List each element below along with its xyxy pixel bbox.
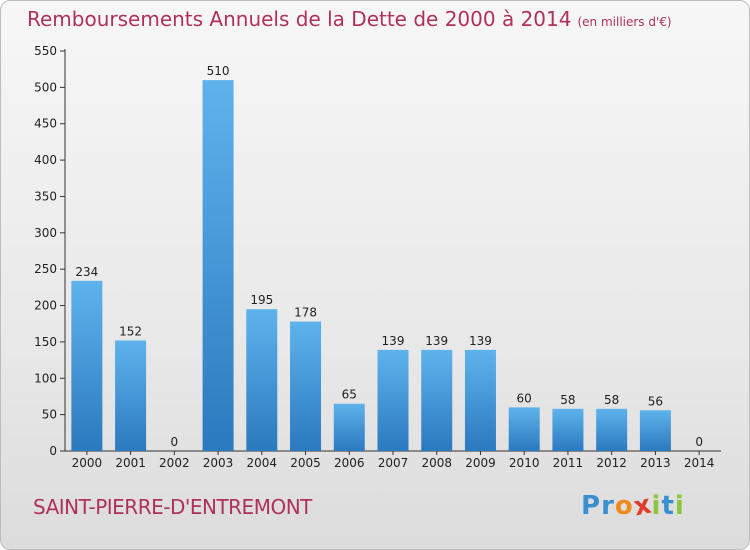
logo-letter: i xyxy=(651,491,662,521)
bar xyxy=(596,408,628,451)
x-tick-label: 2011 xyxy=(553,456,584,470)
bar xyxy=(333,403,365,451)
bar-value-label: 0 xyxy=(695,435,703,449)
y-tick-label: 150 xyxy=(34,335,57,349)
bar xyxy=(508,407,540,451)
bar-value-label: 56 xyxy=(648,394,663,408)
y-tick-label: 450 xyxy=(34,117,57,131)
x-tick-label: 2008 xyxy=(421,456,452,470)
y-tick-label: 200 xyxy=(34,299,57,313)
logo-letter: r xyxy=(601,491,615,521)
logo-letter: o xyxy=(614,491,634,521)
x-tick-label: 2005 xyxy=(290,456,321,470)
x-tick-label: 2007 xyxy=(378,456,409,470)
x-tick-label: 2002 xyxy=(159,456,190,470)
x-tick-label: 2014 xyxy=(684,456,715,470)
x-tick-label: 2012 xyxy=(596,456,627,470)
bar-value-label: 0 xyxy=(171,435,179,449)
chart-title: Remboursements Annuels de la Dette de 20… xyxy=(27,7,672,31)
chart-unit: (en milliers d'€) xyxy=(577,15,672,29)
x-tick-label: 2000 xyxy=(72,456,103,470)
y-tick-label: 0 xyxy=(49,444,57,458)
x-tick-label: 2004 xyxy=(247,456,278,470)
logo-letter: t xyxy=(661,491,675,521)
bar-value-label: 195 xyxy=(250,293,273,307)
y-tick-label: 300 xyxy=(34,226,57,240)
bar-value-label: 58 xyxy=(604,393,619,407)
bar xyxy=(246,309,278,451)
bar-value-label: 152 xyxy=(119,324,142,338)
x-tick-label: 2009 xyxy=(465,456,496,470)
bar xyxy=(377,349,409,451)
logo-letter: i xyxy=(674,491,685,521)
bar xyxy=(464,349,496,451)
bar-value-label: 60 xyxy=(517,391,532,405)
chart-title-text: Remboursements Annuels de la Dette de 20… xyxy=(27,7,572,31)
y-tick-label: 250 xyxy=(34,262,57,276)
bar-value-label: 178 xyxy=(294,306,317,320)
logo-letter: P xyxy=(581,491,602,521)
y-tick-label: 550 xyxy=(34,44,57,58)
x-tick-label: 2013 xyxy=(640,456,671,470)
proxiti-logo: Proxiti xyxy=(581,489,685,522)
bar-value-label: 234 xyxy=(75,265,98,279)
x-tick-label: 2010 xyxy=(509,456,540,470)
bar-value-label: 65 xyxy=(342,388,357,402)
x-tick-label: 2006 xyxy=(334,456,365,470)
bar-value-label: 510 xyxy=(207,64,230,78)
bar xyxy=(71,280,103,451)
bar-value-label: 139 xyxy=(469,334,492,348)
bar xyxy=(639,410,671,451)
bar xyxy=(552,408,584,451)
y-tick-label: 350 xyxy=(34,189,57,203)
y-tick-label: 500 xyxy=(34,80,57,94)
place-name: SAINT-PIERRE-D'ENTREMONT xyxy=(33,495,312,519)
bar xyxy=(115,340,147,451)
x-tick-label: 2003 xyxy=(203,456,234,470)
x-tick-label: 2001 xyxy=(115,456,146,470)
bar xyxy=(421,349,453,451)
y-tick-label: 400 xyxy=(34,153,57,167)
bar xyxy=(202,80,234,451)
bar xyxy=(290,321,322,451)
bar-value-label: 139 xyxy=(425,334,448,348)
bar-value-label: 139 xyxy=(382,334,405,348)
bar-value-label: 58 xyxy=(560,393,575,407)
y-tick-label: 50 xyxy=(42,408,57,422)
y-tick-label: 100 xyxy=(34,371,57,385)
